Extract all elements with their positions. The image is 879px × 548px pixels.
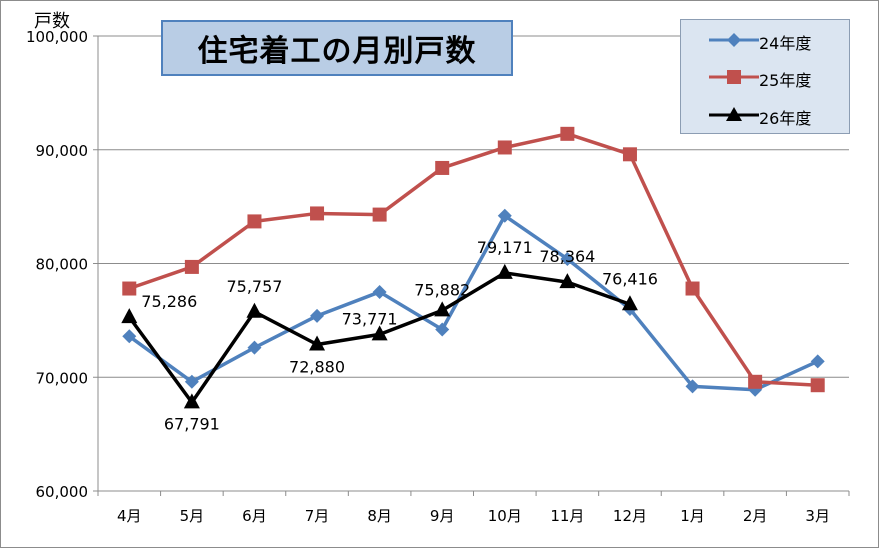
legend-item-25: 25年度 — [681, 65, 849, 90]
x-tick-label: 7月 — [305, 507, 330, 525]
data-point — [122, 281, 137, 296]
data-point — [247, 340, 262, 355]
data-label: 67,791 — [164, 414, 220, 433]
data-point — [434, 301, 451, 317]
data-point — [559, 273, 576, 289]
y-tick-label: 90,000 — [36, 142, 89, 160]
data-point — [622, 147, 637, 162]
data-label: 75,757 — [226, 277, 282, 296]
data-point — [247, 214, 262, 229]
x-tick-label: 3月 — [805, 507, 830, 525]
x-tick-label: 1月 — [680, 507, 705, 525]
data-point — [560, 251, 575, 266]
data-point — [372, 284, 387, 299]
x-tick-label: 5月 — [180, 507, 205, 525]
x-tick-label: 8月 — [367, 507, 392, 525]
x-tick-label: 12月 — [613, 507, 647, 525]
data-point — [309, 335, 326, 351]
data-point — [685, 281, 700, 296]
data-point — [246, 302, 263, 318]
data-point — [621, 295, 638, 311]
series-line-0 — [128, 213, 819, 392]
y-axis-label: 戸数 — [34, 11, 70, 32]
y-tick-label: 100,000 — [26, 28, 88, 46]
data-point — [496, 263, 513, 279]
data-point — [497, 140, 512, 155]
data-point — [685, 379, 700, 394]
legend-item-26: 26年度 — [681, 103, 849, 128]
data-point — [435, 322, 450, 337]
data-label: 75,882 — [414, 280, 470, 299]
data-point — [310, 308, 325, 323]
data-point — [121, 308, 138, 324]
y-tick-label: 80,000 — [36, 256, 89, 274]
data-point — [122, 329, 137, 344]
data-label: 73,771 — [342, 309, 398, 328]
chart-title: 住宅着工の月別戸数 — [161, 20, 513, 76]
legend-marker-square-icon — [709, 70, 759, 84]
x-tick-label: 11月 — [550, 507, 584, 525]
data-point — [371, 325, 388, 341]
legend-label: 25年度 — [759, 71, 812, 90]
x-tick-label: 10月 — [488, 507, 522, 525]
data-point — [372, 207, 387, 222]
data-point — [560, 126, 575, 141]
x-tick-label: 6月 — [242, 507, 267, 525]
data-point — [183, 393, 200, 409]
data-label: 76,416 — [602, 269, 658, 288]
legend-marker-triangle-icon — [709, 107, 759, 121]
data-point — [810, 378, 825, 393]
data-label: 75,286 — [141, 292, 197, 311]
x-tick-label: 4月 — [117, 507, 142, 525]
legend-label: 24年度 — [759, 34, 812, 53]
x-tick-label: 2月 — [743, 507, 768, 525]
legend-marker-diamond-icon — [709, 33, 759, 47]
legend-item-24: 24年度 — [681, 28, 849, 53]
data-point — [184, 374, 199, 389]
series-line-1 — [128, 132, 818, 387]
data-point — [497, 208, 512, 223]
data-point — [184, 259, 199, 274]
y-tick-label: 70,000 — [36, 369, 89, 387]
legend-label: 26年度 — [759, 109, 812, 128]
data-point — [810, 354, 825, 369]
legend: 24年度 25年度 26年度 — [680, 19, 850, 134]
data-label: 79,171 — [477, 238, 533, 257]
y-tick-label: 60,000 — [36, 483, 89, 501]
data-label: 72,880 — [289, 357, 345, 376]
x-tick-label: 9月 — [430, 507, 455, 525]
data-point — [310, 206, 325, 221]
data-label: 78,364 — [539, 247, 595, 266]
data-point — [435, 160, 450, 175]
data-point — [748, 374, 763, 389]
